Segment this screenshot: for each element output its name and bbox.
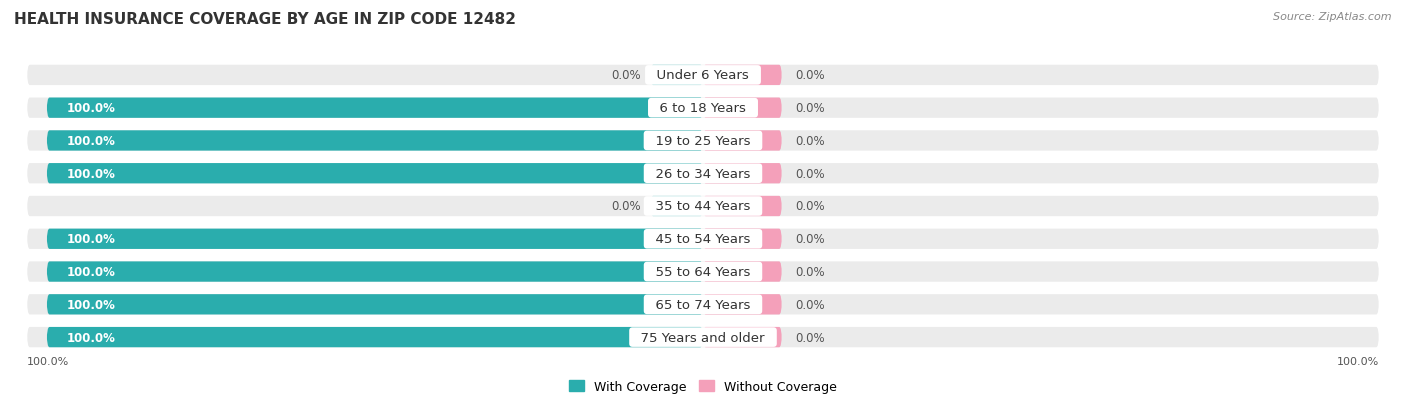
FancyBboxPatch shape [703,196,782,217]
Text: 100.0%: 100.0% [66,135,115,147]
FancyBboxPatch shape [46,262,703,282]
FancyBboxPatch shape [27,294,1379,315]
Text: 19 to 25 Years: 19 to 25 Years [647,135,759,147]
Text: 0.0%: 0.0% [794,266,824,278]
Text: 100.0%: 100.0% [27,356,69,366]
Text: 26 to 34 Years: 26 to 34 Years [647,167,759,180]
FancyBboxPatch shape [703,98,782,119]
Text: 100.0%: 100.0% [66,331,115,344]
FancyBboxPatch shape [703,66,782,86]
Text: 0.0%: 0.0% [794,298,824,311]
Text: 45 to 54 Years: 45 to 54 Years [647,233,759,246]
FancyBboxPatch shape [27,66,1379,86]
FancyBboxPatch shape [27,229,1379,249]
Text: Under 6 Years: Under 6 Years [648,69,758,82]
FancyBboxPatch shape [651,66,703,86]
Text: 0.0%: 0.0% [794,102,824,115]
Text: 0.0%: 0.0% [794,200,824,213]
Text: 100.0%: 100.0% [66,102,115,115]
Text: HEALTH INSURANCE COVERAGE BY AGE IN ZIP CODE 12482: HEALTH INSURANCE COVERAGE BY AGE IN ZIP … [14,12,516,27]
FancyBboxPatch shape [27,98,1379,119]
Text: 0.0%: 0.0% [794,331,824,344]
FancyBboxPatch shape [46,327,703,347]
FancyBboxPatch shape [27,196,1379,217]
Text: 0.0%: 0.0% [794,69,824,82]
FancyBboxPatch shape [27,131,1379,151]
FancyBboxPatch shape [27,327,1379,347]
FancyBboxPatch shape [46,131,703,151]
FancyBboxPatch shape [703,164,782,184]
Text: 0.0%: 0.0% [794,233,824,246]
Text: 0.0%: 0.0% [612,200,641,213]
FancyBboxPatch shape [703,327,782,347]
Text: 65 to 74 Years: 65 to 74 Years [647,298,759,311]
FancyBboxPatch shape [651,196,703,217]
FancyBboxPatch shape [46,294,703,315]
Text: 0.0%: 0.0% [794,135,824,147]
FancyBboxPatch shape [703,131,782,151]
Text: 0.0%: 0.0% [612,69,641,82]
Legend: With Coverage, Without Coverage: With Coverage, Without Coverage [564,375,842,398]
Text: 6 to 18 Years: 6 to 18 Years [651,102,755,115]
FancyBboxPatch shape [27,164,1379,184]
FancyBboxPatch shape [46,98,703,119]
Text: 0.0%: 0.0% [794,167,824,180]
Text: 35 to 44 Years: 35 to 44 Years [647,200,759,213]
Text: 100.0%: 100.0% [66,167,115,180]
Text: 55 to 64 Years: 55 to 64 Years [647,266,759,278]
Text: 100.0%: 100.0% [66,266,115,278]
Text: 100.0%: 100.0% [66,233,115,246]
FancyBboxPatch shape [46,164,703,184]
Text: Source: ZipAtlas.com: Source: ZipAtlas.com [1274,12,1392,22]
FancyBboxPatch shape [703,294,782,315]
Text: 100.0%: 100.0% [1337,356,1379,366]
FancyBboxPatch shape [703,262,782,282]
FancyBboxPatch shape [27,262,1379,282]
Text: 75 Years and older: 75 Years and older [633,331,773,344]
Text: 100.0%: 100.0% [66,298,115,311]
FancyBboxPatch shape [46,229,703,249]
FancyBboxPatch shape [703,229,782,249]
